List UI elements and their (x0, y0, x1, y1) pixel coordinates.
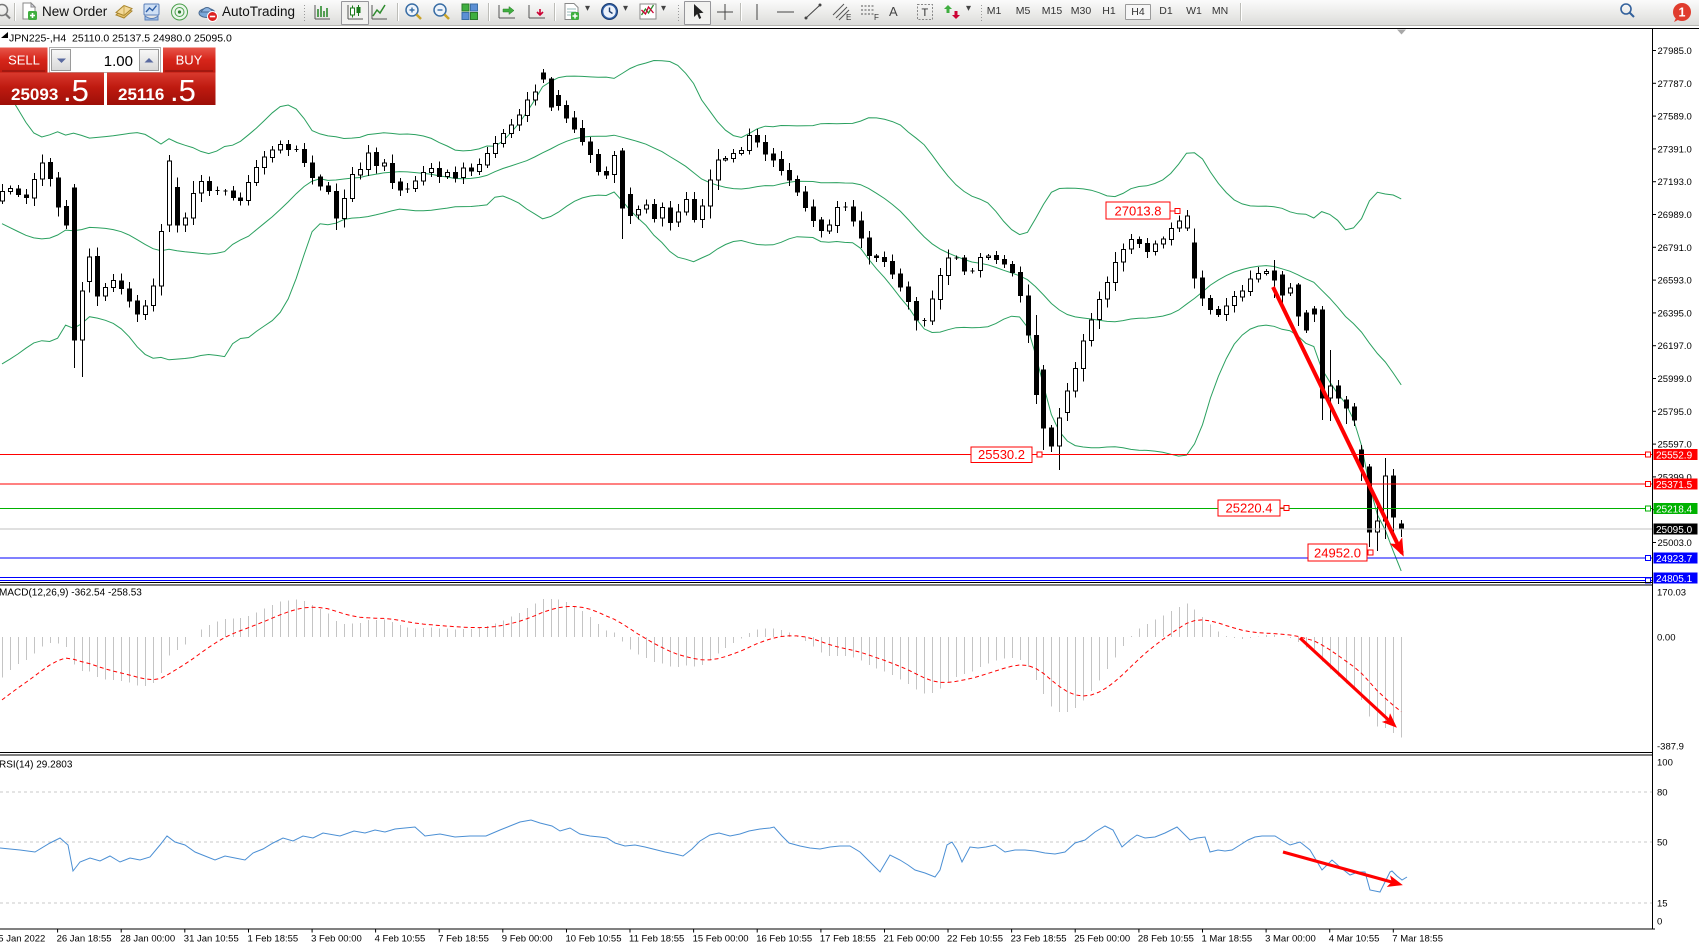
svg-text:26989.0: 26989.0 (1658, 210, 1692, 221)
svg-text:BUY: BUY (176, 53, 203, 68)
svg-text:0: 0 (1657, 917, 1662, 928)
svg-text:27391.0: 27391.0 (1658, 144, 1692, 155)
svg-text:22 Feb 10:55: 22 Feb 10:55 (947, 934, 1003, 945)
svg-text:.5: .5 (63, 73, 89, 108)
svg-text:27589.0: 27589.0 (1658, 112, 1692, 123)
svg-text:28 Feb 10:55: 28 Feb 10:55 (1138, 934, 1194, 945)
svg-text:1: 1 (1679, 6, 1686, 20)
svg-text:3 Mar 00:00: 3 Mar 00:00 (1265, 934, 1316, 945)
svg-text:25095.0: 25095.0 (1656, 525, 1693, 536)
svg-text:31 Jan 10:55: 31 Jan 10:55 (184, 934, 239, 945)
svg-text:15 Feb 00:00: 15 Feb 00:00 (693, 934, 749, 945)
svg-text:26395.0: 26395.0 (1658, 308, 1692, 319)
svg-text:25597.0: 25597.0 (1658, 440, 1692, 451)
svg-text:7 Feb 18:55: 7 Feb 18:55 (438, 934, 489, 945)
svg-text:1 Feb 18:55: 1 Feb 18:55 (248, 934, 299, 945)
svg-text:25371.5: 25371.5 (1656, 480, 1693, 491)
svg-text:25 Jan 2022: 25 Jan 2022 (0, 934, 45, 945)
svg-text:RSI(14) 29.2803: RSI(14) 29.2803 (0, 760, 73, 771)
svg-text:3 Feb 00:00: 3 Feb 00:00 (311, 934, 362, 945)
svg-text:1 Mar 18:55: 1 Mar 18:55 (1202, 934, 1253, 945)
svg-text:25003.0: 25003.0 (1658, 538, 1692, 549)
svg-text:25530.2: 25530.2 (978, 447, 1025, 462)
svg-text:25399.0: 25399.0 (1658, 472, 1692, 483)
svg-text:27013.8: 27013.8 (1115, 204, 1162, 219)
svg-text:.5: .5 (170, 73, 196, 108)
svg-text:MACD(12,26,9) -362.54 -258.53: MACD(12,26,9) -362.54 -258.53 (0, 588, 142, 599)
svg-text:16 Feb 10:55: 16 Feb 10:55 (756, 934, 812, 945)
svg-text:27787.0: 27787.0 (1658, 79, 1692, 90)
svg-text:25116: 25116 (118, 85, 164, 104)
svg-text:24952.0: 24952.0 (1314, 546, 1361, 561)
svg-text:25093: 25093 (11, 85, 58, 104)
svg-text:1.00: 1.00 (104, 53, 133, 70)
svg-text:9 Feb 00:00: 9 Feb 00:00 (502, 934, 553, 945)
svg-text:50: 50 (1657, 838, 1668, 849)
svg-text:-387.9: -387.9 (1657, 742, 1684, 753)
svg-text:21 Feb 00:00: 21 Feb 00:00 (884, 934, 940, 945)
svg-text:25795.0: 25795.0 (1658, 407, 1692, 418)
svg-text:28 Jan 00:00: 28 Jan 00:00 (120, 934, 175, 945)
svg-text:17 Feb 18:55: 17 Feb 18:55 (820, 934, 876, 945)
svg-text:E: E (846, 13, 851, 22)
svg-text:7 Mar 18:55: 7 Mar 18:55 (1392, 934, 1443, 945)
svg-text:15: 15 (1657, 899, 1668, 910)
svg-text:25220.4: 25220.4 (1226, 501, 1273, 516)
svg-text:24923.7: 24923.7 (1656, 554, 1693, 565)
svg-text:4 Feb 10:55: 4 Feb 10:55 (375, 934, 426, 945)
svg-text:25 Feb 00:00: 25 Feb 00:00 (1074, 934, 1130, 945)
svg-text:SELL: SELL (8, 53, 40, 68)
svg-text:25552.9: 25552.9 (1656, 450, 1693, 461)
svg-text:25218.4: 25218.4 (1656, 504, 1693, 515)
svg-text:10 Feb 10:55: 10 Feb 10:55 (566, 934, 622, 945)
svg-text:26 Jan 18:55: 26 Jan 18:55 (57, 934, 112, 945)
svg-text:24805.1: 24805.1 (1656, 574, 1693, 585)
svg-text:27193.0: 27193.0 (1658, 177, 1692, 188)
svg-text:170.03: 170.03 (1657, 588, 1686, 599)
svg-text:80: 80 (1657, 788, 1668, 799)
svg-text:100: 100 (1657, 758, 1673, 769)
svg-text:0.00: 0.00 (1657, 633, 1676, 644)
svg-text:T: T (922, 7, 929, 19)
svg-text:JPN225-,H4 25110.0 25137.5 24: JPN225-,H4 25110.0 25137.5 24980.0 25095… (9, 33, 232, 45)
svg-text:25999.0: 25999.0 (1658, 374, 1692, 385)
svg-text:11 Feb 18:55: 11 Feb 18:55 (629, 934, 684, 945)
svg-text:26197.0: 26197.0 (1658, 341, 1692, 352)
svg-text:26593.0: 26593.0 (1658, 276, 1692, 287)
svg-text:26791.0: 26791.0 (1658, 243, 1692, 254)
svg-text:F: F (874, 13, 879, 22)
svg-text:27985.0: 27985.0 (1658, 46, 1692, 57)
svg-text:23 Feb 18:55: 23 Feb 18:55 (1011, 934, 1067, 945)
svg-text:4 Mar 10:55: 4 Mar 10:55 (1329, 934, 1380, 945)
